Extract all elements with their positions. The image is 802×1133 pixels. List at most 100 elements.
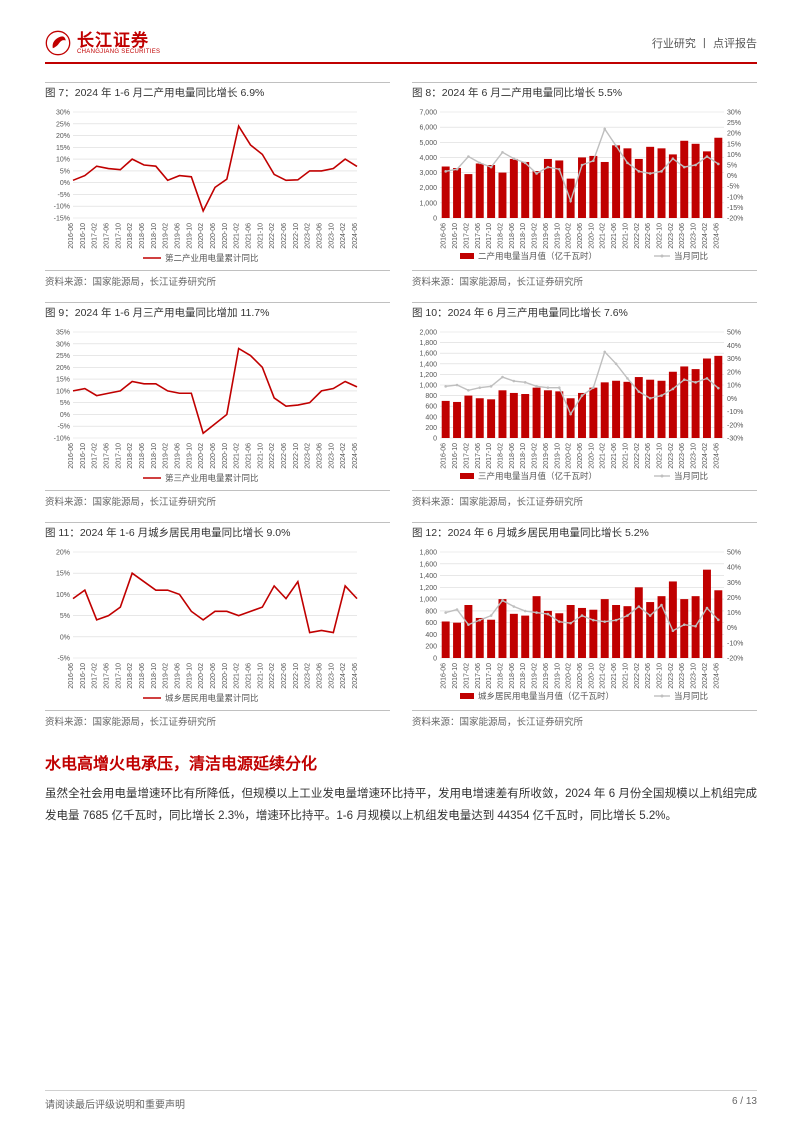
svg-text:30%: 30% bbox=[727, 110, 741, 117]
svg-text:2022-02: 2022-02 bbox=[634, 443, 641, 469]
svg-text:2021-02: 2021-02 bbox=[600, 223, 607, 249]
svg-text:2019-10: 2019-10 bbox=[554, 223, 561, 249]
svg-text:2020-10: 2020-10 bbox=[588, 443, 595, 469]
svg-text:2018-02: 2018-02 bbox=[497, 443, 504, 469]
svg-text:2019-06: 2019-06 bbox=[175, 443, 182, 469]
svg-text:1,600: 1,600 bbox=[419, 351, 437, 358]
svg-text:2021-06: 2021-06 bbox=[611, 663, 618, 689]
svg-text:10%: 10% bbox=[56, 592, 70, 599]
svg-text:15%: 15% bbox=[56, 377, 70, 384]
svg-text:200: 200 bbox=[425, 425, 437, 432]
svg-text:2019-06: 2019-06 bbox=[543, 223, 550, 249]
svg-text:2024-02: 2024-02 bbox=[702, 663, 709, 689]
svg-text:2,000: 2,000 bbox=[419, 185, 437, 192]
svg-text:2018-02: 2018-02 bbox=[497, 663, 504, 689]
chart-title: 图 11：2024 年 1-6 月城乡居民用电量同比增长 9.0% bbox=[45, 522, 390, 544]
svg-text:2016-06: 2016-06 bbox=[68, 443, 75, 469]
svg-text:2018-06: 2018-06 bbox=[139, 663, 146, 689]
svg-text:2021-02: 2021-02 bbox=[234, 443, 241, 469]
svg-text:2018-10: 2018-10 bbox=[520, 223, 527, 249]
svg-text:4,000: 4,000 bbox=[419, 155, 437, 162]
svg-text:二产用电量当月值（亿千瓦时）: 二产用电量当月值（亿千瓦时） bbox=[478, 251, 597, 261]
svg-text:2019-02: 2019-02 bbox=[163, 663, 170, 689]
svg-text:2022-02: 2022-02 bbox=[269, 663, 276, 689]
svg-text:15%: 15% bbox=[727, 141, 741, 148]
chart-7: 图 7：2024 年 1-6 月二产用电量同比增长 6.9% -15%-10%-… bbox=[45, 82, 390, 288]
svg-text:0%: 0% bbox=[727, 396, 737, 403]
svg-text:0%: 0% bbox=[727, 625, 737, 632]
svg-text:2017-10: 2017-10 bbox=[486, 223, 493, 249]
logo-text-en: CHANGJIANG SECURITIES bbox=[77, 49, 160, 55]
footer-page-number: 6 / 13 bbox=[732, 1096, 757, 1111]
svg-text:-10%: -10% bbox=[54, 204, 70, 211]
svg-text:当月同比: 当月同比 bbox=[674, 471, 708, 481]
svg-text:2019-06: 2019-06 bbox=[543, 663, 550, 689]
svg-text:2018-06: 2018-06 bbox=[509, 443, 516, 469]
svg-text:第二产业用电量累计同比: 第二产业用电量累计同比 bbox=[165, 253, 259, 263]
svg-text:城乡居民用电量当月值（亿千瓦时）: 城乡居民用电量当月值（亿千瓦时） bbox=[478, 691, 614, 701]
svg-text:5%: 5% bbox=[60, 168, 70, 175]
logo-icon bbox=[45, 30, 71, 56]
svg-text:2022-02: 2022-02 bbox=[269, 443, 276, 469]
chart-9: 图 9：2024 年 1-6 月三产用电量同比增加 11.7% -10%-5%0… bbox=[45, 302, 390, 508]
svg-text:2016-10: 2016-10 bbox=[80, 443, 87, 469]
svg-text:2018-10: 2018-10 bbox=[151, 443, 158, 469]
svg-text:2019-02: 2019-02 bbox=[532, 663, 539, 689]
svg-text:25%: 25% bbox=[727, 120, 741, 127]
svg-text:30%: 30% bbox=[56, 341, 70, 348]
svg-text:2021-02: 2021-02 bbox=[600, 443, 607, 469]
svg-text:2022-10: 2022-10 bbox=[657, 443, 664, 469]
svg-text:30%: 30% bbox=[727, 356, 741, 363]
svg-text:2018-02: 2018-02 bbox=[497, 223, 504, 249]
page-header: 长江证券 CHANGJIANG SECURITIES 行业研究 丨 点评报告 bbox=[45, 30, 757, 64]
svg-text:-20%: -20% bbox=[727, 656, 743, 663]
chart-source: 资料来源：国家能源局，长江证券研究所 bbox=[412, 270, 757, 288]
svg-text:2019-10: 2019-10 bbox=[186, 443, 193, 469]
svg-text:-5%: -5% bbox=[58, 424, 70, 431]
svg-text:30%: 30% bbox=[56, 110, 70, 117]
body-paragraph: 虽然全社会用电量增速环比有所降低，但规模以上工业发电量增速环比持平，发用电增速差… bbox=[45, 784, 757, 828]
svg-text:2024-02: 2024-02 bbox=[702, 223, 709, 249]
svg-text:2019-10: 2019-10 bbox=[554, 443, 561, 469]
svg-text:2,000: 2,000 bbox=[419, 330, 437, 337]
svg-text:2019-10: 2019-10 bbox=[186, 223, 193, 249]
svg-text:2018-10: 2018-10 bbox=[520, 663, 527, 689]
svg-text:2021-06: 2021-06 bbox=[611, 443, 618, 469]
svg-text:15%: 15% bbox=[56, 571, 70, 578]
svg-text:2021-06: 2021-06 bbox=[246, 223, 253, 249]
svg-text:0: 0 bbox=[433, 216, 437, 223]
svg-text:-10%: -10% bbox=[727, 640, 743, 647]
svg-text:2019-06: 2019-06 bbox=[175, 223, 182, 249]
svg-text:1,200: 1,200 bbox=[419, 372, 437, 379]
svg-text:2022-10: 2022-10 bbox=[657, 223, 664, 249]
svg-text:2017-02: 2017-02 bbox=[463, 443, 470, 469]
svg-text:-15%: -15% bbox=[54, 216, 70, 223]
svg-text:600: 600 bbox=[425, 404, 437, 411]
svg-text:2021-10: 2021-10 bbox=[622, 663, 629, 689]
svg-text:2018-06: 2018-06 bbox=[139, 443, 146, 469]
svg-text:2018-10: 2018-10 bbox=[151, 223, 158, 249]
svg-text:2017-06: 2017-06 bbox=[475, 223, 482, 249]
chart-title: 图 8：2024 年 6 月二产用电量同比增长 5.5% bbox=[412, 82, 757, 104]
svg-text:7,000: 7,000 bbox=[419, 110, 437, 117]
svg-text:400: 400 bbox=[425, 414, 437, 421]
svg-text:2024-06: 2024-06 bbox=[713, 663, 720, 689]
svg-text:2020-10: 2020-10 bbox=[222, 223, 229, 249]
svg-text:2017-06: 2017-06 bbox=[104, 663, 111, 689]
svg-text:2023-02: 2023-02 bbox=[305, 663, 312, 689]
svg-text:200: 200 bbox=[425, 644, 437, 651]
svg-text:2018-02: 2018-02 bbox=[127, 443, 134, 469]
svg-text:2017-06: 2017-06 bbox=[104, 443, 111, 469]
svg-text:2024-02: 2024-02 bbox=[340, 443, 347, 469]
svg-text:5%: 5% bbox=[60, 613, 70, 620]
svg-text:40%: 40% bbox=[727, 565, 741, 572]
svg-text:2018-06: 2018-06 bbox=[509, 663, 516, 689]
svg-text:2021-02: 2021-02 bbox=[234, 663, 241, 689]
svg-text:3,000: 3,000 bbox=[419, 170, 437, 177]
chart-10: 图 10：2024 年 6 月三产用电量同比增长 7.6% 0200400600… bbox=[412, 302, 757, 508]
svg-text:2021-06: 2021-06 bbox=[246, 663, 253, 689]
svg-text:2019-02: 2019-02 bbox=[163, 223, 170, 249]
svg-text:2017-10: 2017-10 bbox=[486, 663, 493, 689]
svg-text:0%: 0% bbox=[60, 180, 70, 187]
chart-source: 资料来源：国家能源局，长江证券研究所 bbox=[45, 490, 390, 508]
